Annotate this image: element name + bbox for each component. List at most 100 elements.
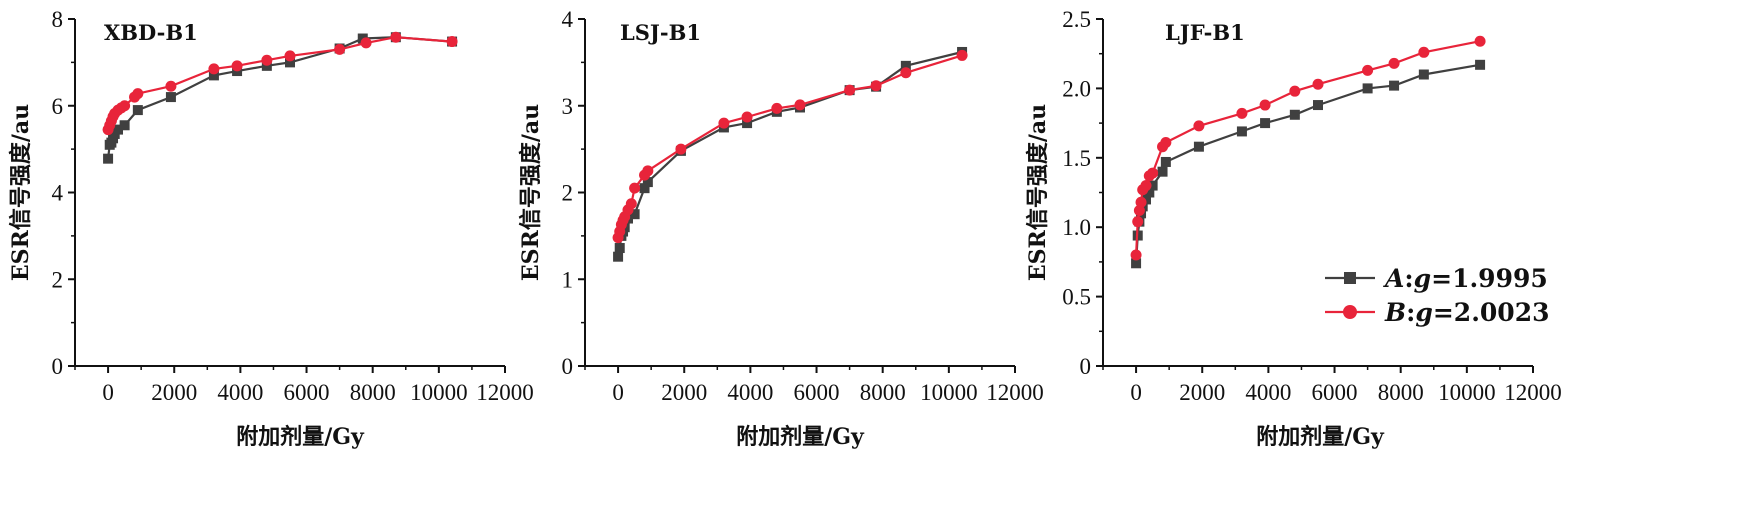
y-tick-label: 1 [562, 267, 574, 292]
x-tick-label: 8000 [860, 380, 906, 405]
data-point [208, 70, 219, 81]
y-tick-label: 2 [562, 181, 574, 206]
data-point [261, 60, 272, 71]
chart-panel-1: 0 2 4 6 8 0 2000 4000 6000 8000 10000 12000 XBD-B1 附加… [8, 7, 534, 450]
y-tick-label: 0 [562, 354, 574, 379]
data-point [1157, 166, 1168, 177]
x-tick-label: 6000 [794, 380, 840, 405]
series-a [1131, 59, 1486, 269]
series-line [1135, 63, 1481, 264]
legend-item-b: B:g=2.0023 [1325, 298, 1550, 327]
y-tick-label: 1.5 [1062, 146, 1091, 171]
data-point [390, 31, 402, 43]
legend-item-a: A:g=1.9995 [1325, 264, 1548, 293]
data-point [1389, 80, 1400, 91]
x-tick-label: 4000 [727, 380, 773, 405]
legend-label: A:g=1.9995 [1383, 264, 1548, 293]
y-axis-title: ESR信号强度/au [518, 104, 544, 281]
data-point [208, 63, 220, 75]
data-point [613, 251, 624, 262]
data-point [113, 124, 123, 135]
data-point [1474, 35, 1486, 47]
y-tick-label: 0.5 [1062, 285, 1091, 310]
data-point [261, 54, 273, 66]
data-point [132, 88, 144, 100]
y-tick-label: 8 [52, 7, 64, 32]
y-tick-label: 2.5 [1062, 7, 1091, 32]
data-point [334, 43, 346, 55]
x-tick-label: 10000 [920, 380, 978, 405]
data-point [870, 80, 882, 92]
x-tick-label: 8000 [350, 380, 396, 405]
data-point [639, 183, 650, 194]
data-point [1418, 69, 1429, 80]
y-tick-label: 2 [52, 267, 64, 292]
data-point [629, 209, 640, 220]
chart-panel-3: 0 0.5 1.0 1.5 2.0 2.5 0 2000 4000 6000 8000 10000 12… [1025, 7, 1562, 450]
x-tick-label: 6000 [284, 380, 330, 405]
data-point [1236, 126, 1247, 137]
data-point [1362, 64, 1374, 76]
x-axis-title: 附加剂量/Gy [736, 424, 865, 450]
data-point [165, 92, 176, 103]
data-point [718, 117, 730, 129]
x-tick-label: 12000 [986, 380, 1044, 405]
y-tick-label: 4 [562, 7, 574, 32]
data-point [614, 243, 625, 254]
data-point [1289, 85, 1301, 97]
series-b [612, 49, 968, 244]
y-tick-label: 4 [52, 181, 64, 206]
data-point [119, 100, 131, 112]
series-line [617, 54, 963, 238]
data-point [132, 105, 143, 116]
circle-marker-icon [1343, 305, 1357, 319]
data-point [642, 177, 653, 188]
data-point [625, 198, 637, 210]
data-point [900, 67, 912, 79]
data-point [1313, 100, 1323, 111]
data-point [1236, 107, 1248, 119]
data-point [900, 60, 911, 71]
y-tick-label: 6 [52, 94, 64, 119]
panel-title: LJF-B1 [1165, 20, 1245, 45]
y-tick-label: 0 [52, 354, 64, 379]
series-a [103, 32, 458, 164]
x-tick-label: 0 [1130, 380, 1142, 405]
data-point [844, 84, 856, 96]
data-point [1388, 57, 1400, 69]
y-axis-title: ESR信号强度/au [1025, 104, 1051, 281]
series-line [617, 50, 963, 257]
series-b [1130, 35, 1486, 261]
data-point [794, 99, 806, 111]
x-tick-label: 10000 [1438, 380, 1496, 405]
panel-title: XBD-B1 [104, 20, 198, 45]
x-tick-label: 2000 [1179, 380, 1225, 405]
square-marker-icon [1344, 272, 1356, 284]
data-point [165, 80, 177, 92]
data-point [1133, 205, 1145, 217]
data-point [1160, 156, 1171, 167]
x-tick-label: 4000 [1245, 380, 1291, 405]
data-point [956, 49, 968, 61]
data-point [642, 165, 654, 177]
data-point [1135, 196, 1147, 208]
series-line [107, 36, 453, 130]
series-b [102, 31, 458, 136]
y-tick-label: 3 [562, 94, 574, 119]
data-point [1141, 194, 1151, 205]
x-axis-title: 附加剂量/Gy [236, 424, 365, 450]
data-point [1362, 83, 1373, 94]
data-point [1193, 120, 1205, 132]
legend-label: B:g=2.0023 [1384, 298, 1550, 327]
data-point [231, 60, 243, 72]
data-point [103, 153, 114, 164]
data-point [742, 118, 753, 129]
data-point [771, 102, 783, 114]
x-tick-label: 12000 [1504, 380, 1562, 405]
data-point [284, 50, 296, 62]
data-point [446, 36, 458, 48]
x-tick-label: 0 [102, 380, 114, 405]
data-point [360, 37, 372, 49]
y-tick-label: 0 [1080, 354, 1092, 379]
